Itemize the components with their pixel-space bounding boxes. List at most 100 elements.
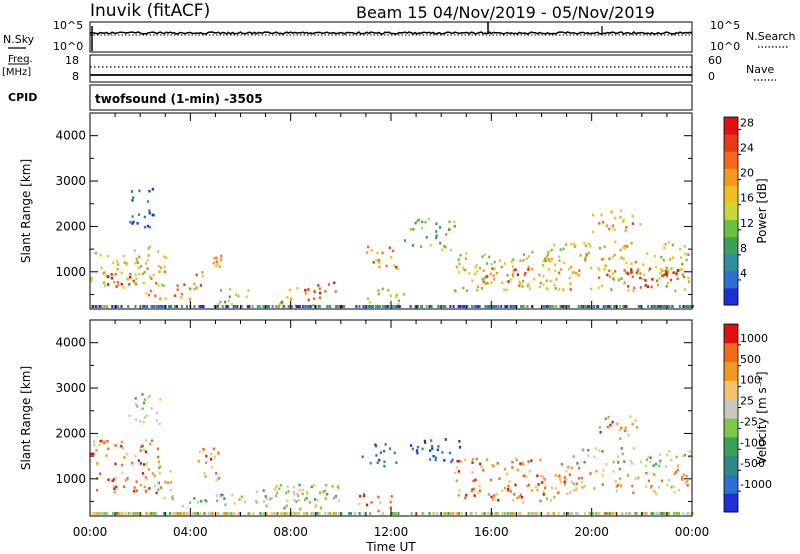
power-cell bbox=[318, 296, 321, 299]
power-cell bbox=[251, 305, 254, 308]
power-cell bbox=[452, 305, 455, 308]
power-cell bbox=[688, 305, 691, 308]
power-cell bbox=[590, 287, 593, 291]
power-cell bbox=[298, 305, 301, 308]
velocity-colorbar-swatch bbox=[724, 455, 738, 475]
velocity-cell bbox=[90, 452, 93, 456]
velocity-cell bbox=[460, 460, 463, 464]
power-cell bbox=[116, 260, 119, 263]
power-cell bbox=[665, 273, 668, 276]
power-cell bbox=[103, 305, 106, 308]
velocity-y-ticks: 1000 2000 3000 4000 bbox=[55, 336, 692, 502]
power-cell bbox=[613, 228, 616, 231]
velocity-cell bbox=[197, 501, 200, 504]
power-cell bbox=[105, 274, 108, 278]
velocity-cell bbox=[358, 502, 361, 506]
power-cell bbox=[138, 255, 141, 259]
power-cell bbox=[691, 305, 694, 308]
velocity-cell bbox=[583, 460, 586, 464]
noise-sky-line bbox=[89, 30, 693, 35]
velocity-y-tick-label: 4000 bbox=[55, 336, 86, 350]
velocity-cell bbox=[682, 454, 685, 457]
velocity-cell bbox=[608, 512, 611, 515]
velocity-cell bbox=[275, 491, 279, 495]
velocity-cell bbox=[153, 484, 157, 487]
power-cell bbox=[444, 305, 447, 308]
power-cell bbox=[665, 271, 668, 275]
power-cell bbox=[397, 303, 400, 306]
power-cell bbox=[568, 276, 571, 280]
velocity-cell bbox=[270, 496, 273, 500]
velocity-cell bbox=[193, 497, 196, 500]
velocity-cell bbox=[490, 495, 493, 499]
velocity-cell bbox=[658, 453, 661, 456]
power-cell bbox=[486, 305, 489, 308]
velocity-cell bbox=[644, 485, 647, 488]
power-cell bbox=[189, 287, 192, 291]
power-cell bbox=[370, 249, 373, 252]
velocity-heatmap bbox=[90, 393, 694, 515]
velocity-cell bbox=[450, 460, 453, 464]
velocity-cell bbox=[619, 437, 622, 440]
power-cell bbox=[670, 267, 673, 270]
velocity-cell bbox=[96, 512, 99, 515]
power-cell bbox=[643, 273, 646, 277]
power-cell bbox=[527, 255, 530, 258]
velocity-cell bbox=[134, 454, 137, 458]
velocity-cell bbox=[598, 449, 601, 452]
velocity-cell bbox=[617, 461, 620, 464]
velocity-cell bbox=[369, 512, 371, 515]
velocity-colorbar-tick-label: -1000 bbox=[740, 478, 772, 491]
power-cell bbox=[584, 305, 587, 308]
power-cell bbox=[614, 240, 617, 244]
velocity-colorbar-tick-label: 1000 bbox=[740, 332, 768, 345]
power-colorbar-swatch bbox=[724, 253, 738, 272]
power-cell bbox=[680, 268, 683, 271]
velocity-cell bbox=[166, 481, 169, 484]
velocity-colorbar-tick-label: 500 bbox=[740, 353, 761, 366]
velocity-cell bbox=[143, 463, 146, 466]
velocity-cell bbox=[510, 512, 513, 515]
power-cell bbox=[397, 305, 400, 308]
power-cell bbox=[129, 272, 132, 276]
velocity-cell bbox=[576, 462, 579, 465]
power-cell bbox=[163, 255, 166, 259]
power-cell bbox=[155, 282, 158, 285]
velocity-cell bbox=[312, 484, 315, 487]
velocity-cell bbox=[233, 512, 236, 515]
power-cell bbox=[506, 305, 509, 308]
power-cell bbox=[685, 258, 688, 262]
power-cell bbox=[627, 285, 630, 288]
power-cell bbox=[608, 227, 611, 231]
power-cell bbox=[619, 305, 622, 308]
power-cell bbox=[676, 269, 679, 272]
power-cell bbox=[107, 275, 110, 279]
power-cell bbox=[477, 305, 480, 308]
power-cell bbox=[199, 305, 202, 308]
velocity-cell bbox=[394, 512, 397, 515]
velocity-cell bbox=[497, 499, 500, 502]
power-cell bbox=[116, 263, 120, 266]
power-cell bbox=[679, 256, 683, 259]
velocity-cell bbox=[101, 439, 104, 443]
power-cell bbox=[606, 273, 609, 277]
velocity-cell bbox=[153, 474, 156, 478]
velocity-cell bbox=[157, 488, 160, 491]
velocity-colorbar-swatch bbox=[724, 324, 738, 344]
velocity-cell bbox=[238, 512, 241, 515]
velocity-cell bbox=[113, 487, 116, 490]
velocity-cell bbox=[155, 419, 158, 422]
velocity-cell bbox=[682, 512, 685, 515]
power-cell bbox=[221, 305, 224, 308]
power-cell bbox=[495, 271, 498, 275]
velocity-cell bbox=[106, 512, 109, 515]
power-cell bbox=[558, 271, 561, 275]
power-cell bbox=[420, 226, 424, 230]
velocity-y-tick-label: 3000 bbox=[55, 381, 86, 395]
power-cell bbox=[644, 279, 647, 282]
power-cell bbox=[625, 271, 628, 274]
velocity-cell bbox=[205, 461, 208, 464]
power-cell bbox=[473, 272, 476, 276]
power-cell bbox=[186, 305, 188, 308]
velocity-cell bbox=[200, 500, 203, 503]
